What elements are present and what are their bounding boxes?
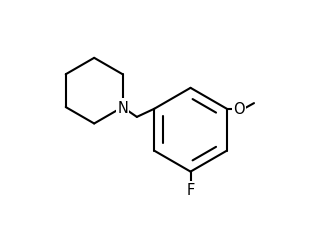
Text: N: N xyxy=(117,100,128,115)
Text: F: F xyxy=(187,182,195,197)
Text: O: O xyxy=(234,102,245,117)
